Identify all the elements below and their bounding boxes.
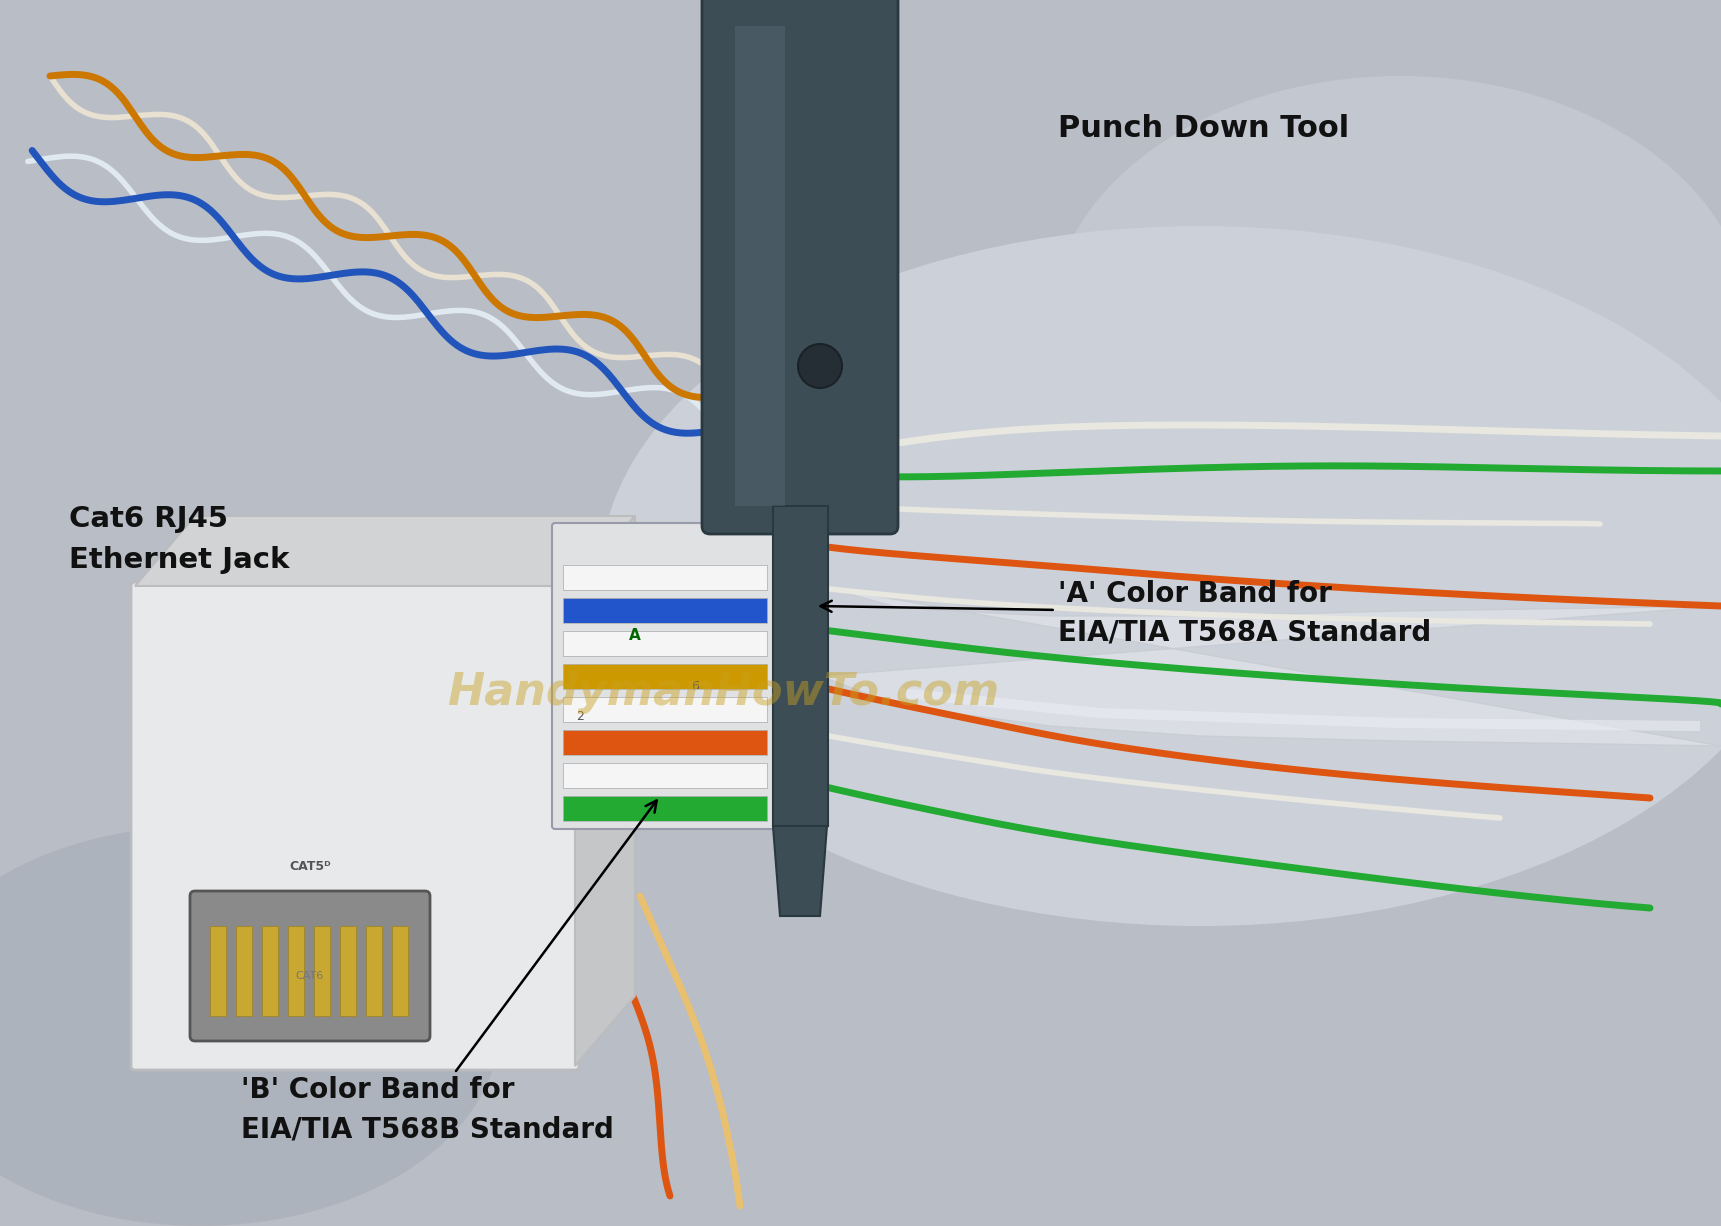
Bar (287, 926, 305, 1016)
Text: HandymanHowTo.com: HandymanHowTo.com (447, 671, 998, 715)
Bar (341, 926, 356, 1016)
Polygon shape (134, 516, 635, 586)
Bar (563, 796, 768, 821)
Bar (563, 698, 768, 722)
Bar (563, 664, 768, 689)
Text: Punch Down Tool: Punch Down Tool (1058, 114, 1349, 143)
Bar (735, 26, 785, 506)
Ellipse shape (0, 826, 501, 1226)
Text: CAT6: CAT6 (296, 971, 324, 981)
Text: 'A' Color Band for
EIA/TIA T568A Standard: 'A' Color Band for EIA/TIA T568A Standar… (821, 580, 1432, 646)
Polygon shape (773, 826, 828, 916)
Bar (563, 729, 768, 755)
Text: CAT5ᴰ: CAT5ᴰ (289, 859, 330, 873)
Text: 2: 2 (577, 710, 583, 722)
Bar (563, 598, 768, 623)
Bar (563, 565, 768, 590)
Circle shape (799, 345, 842, 387)
Polygon shape (575, 516, 635, 1065)
Ellipse shape (1050, 76, 1721, 576)
Text: A: A (630, 629, 640, 644)
Text: 6: 6 (692, 679, 699, 693)
Bar (392, 926, 408, 1016)
Bar (563, 763, 768, 788)
Bar (236, 926, 251, 1016)
Polygon shape (819, 586, 1721, 745)
Text: Cat6 RJ45
Ethernet Jack: Cat6 RJ45 Ethernet Jack (69, 505, 289, 574)
FancyBboxPatch shape (189, 891, 430, 1041)
Bar (773, 506, 828, 826)
FancyBboxPatch shape (131, 582, 578, 1070)
Polygon shape (900, 688, 1700, 731)
FancyBboxPatch shape (702, 0, 898, 535)
Bar (262, 926, 279, 1016)
Bar (367, 926, 382, 1016)
FancyBboxPatch shape (552, 524, 778, 829)
Ellipse shape (601, 226, 1721, 926)
Bar (210, 926, 225, 1016)
Text: 'B' Color Band for
EIA/TIA T568B Standard: 'B' Color Band for EIA/TIA T568B Standar… (241, 801, 657, 1143)
Bar (563, 631, 768, 656)
Bar (313, 926, 330, 1016)
